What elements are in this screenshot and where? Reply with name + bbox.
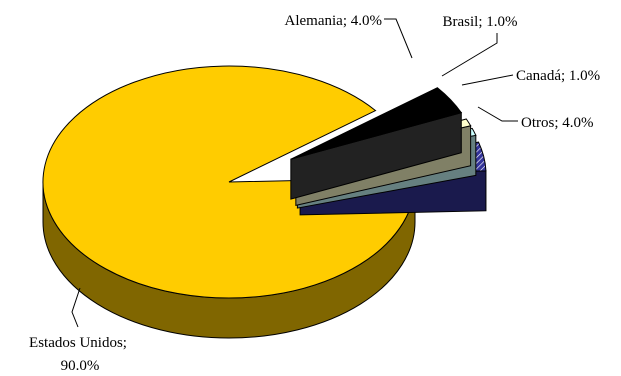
pie-slices	[42, 65, 487, 339]
leader-brasil	[441, 33, 498, 77]
leader-otros	[477, 106, 518, 122]
label-brasil: Brasil; 1.0%	[442, 14, 517, 30]
leader-alemania	[384, 18, 413, 59]
slice-estados_unidos	[42, 65, 416, 339]
value-estados-unidos: 90.0%	[61, 358, 100, 374]
label-canada: Canadá; 1.0%	[516, 68, 600, 84]
leader-estados-unidos	[71, 287, 81, 328]
label-leader-lines	[71, 18, 518, 328]
leader-canada	[461, 74, 514, 86]
label-alemania: Alemania; 4.0%	[285, 13, 382, 29]
slice-alemania	[290, 87, 463, 200]
label-otros: Otros; 4.0%	[521, 115, 594, 131]
label-estados-unidos: Estados Unidos;	[29, 335, 127, 351]
